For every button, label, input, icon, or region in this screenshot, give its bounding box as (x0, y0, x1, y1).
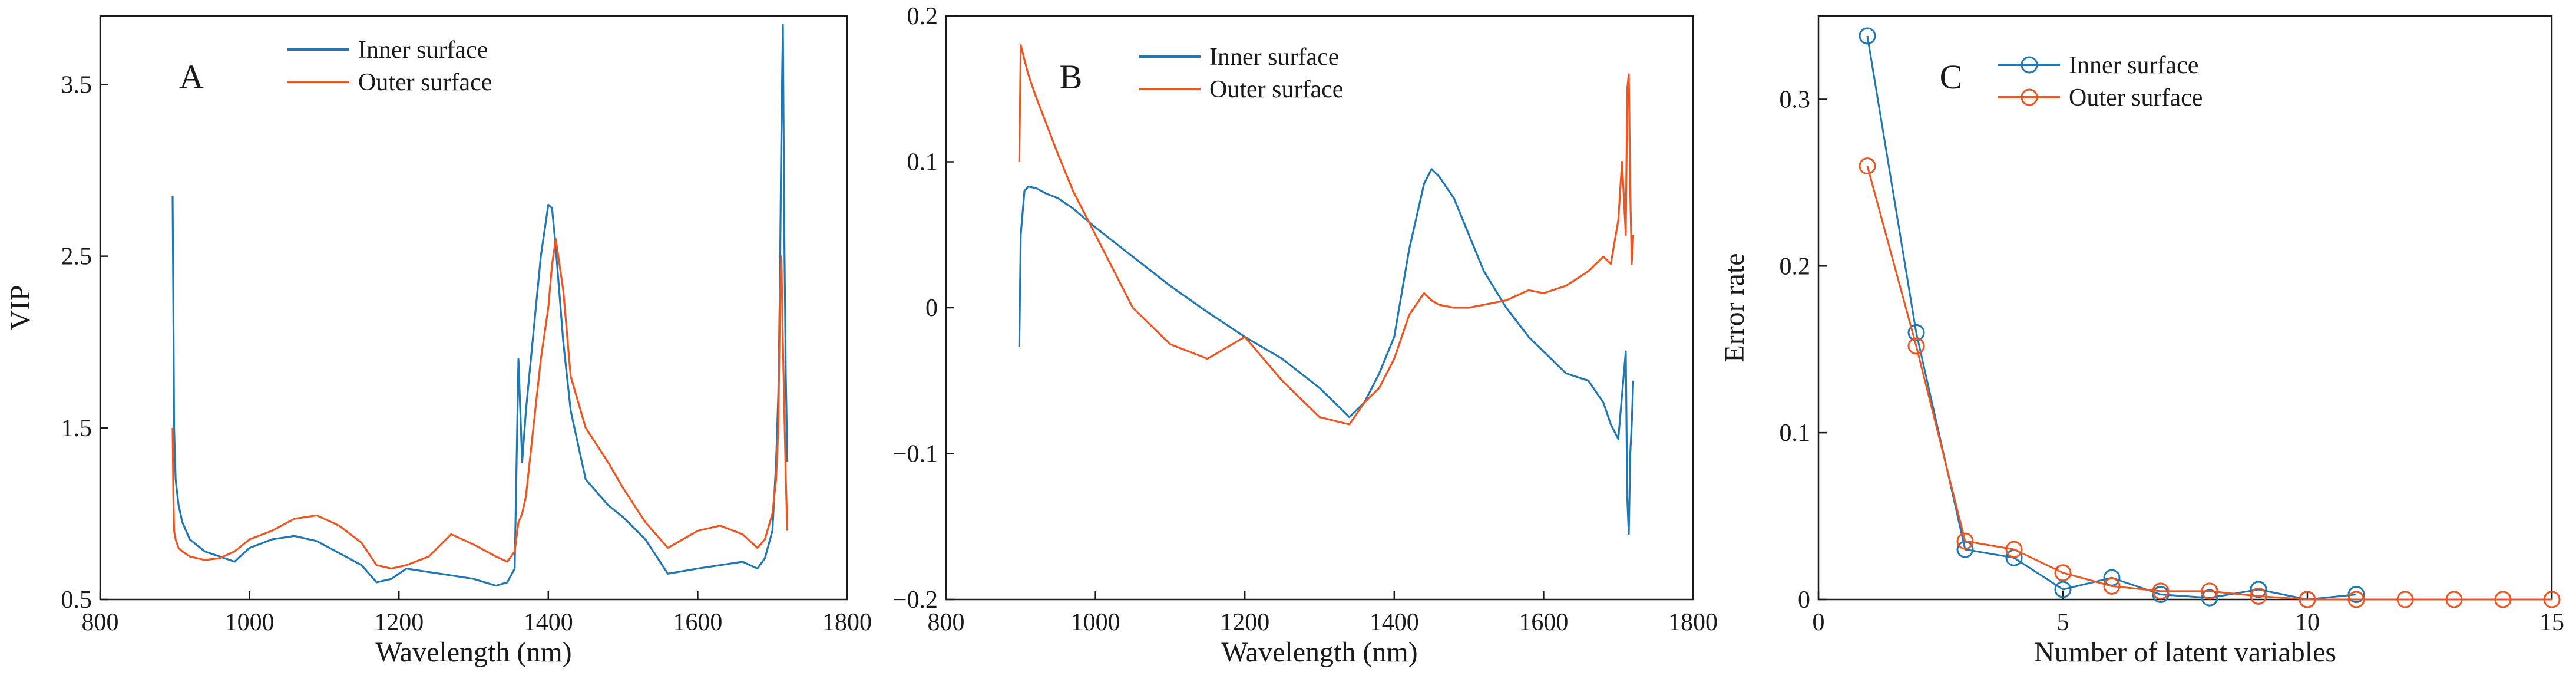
x-tick-label: 1400 (1370, 609, 1419, 636)
y-tick-label: −0.2 (893, 586, 938, 614)
legend-label: Outer surface (2069, 84, 2203, 111)
legend-marker (2021, 56, 2038, 74)
data-point-inner (2201, 589, 2218, 607)
data-point-outer (2299, 591, 2316, 608)
x-axis-label: Wavelength (nm) (375, 637, 571, 668)
x-tick-label: 15 (2539, 609, 2564, 636)
x-tick-label: 1600 (1519, 609, 1568, 636)
y-tick-label: 0.1 (907, 149, 938, 176)
data-point-outer (2250, 587, 2267, 605)
x-tick-label: 800 (82, 609, 119, 636)
y-tick-label: 2.5 (61, 243, 92, 271)
data-point-outer (2494, 591, 2512, 608)
x-tick-label: 1000 (1071, 609, 1120, 636)
x-tick-label: 5 (2057, 609, 2069, 636)
panel-C: 0 5 10 15 0 0.1 0.2 0.3 Number of latent variabl… (1719, 15, 2564, 668)
legend-label: Inner surface (2069, 52, 2198, 79)
legend-label: Inner surface (358, 37, 488, 64)
y-tick-label: −0.1 (893, 441, 938, 468)
y-tick-label: 0 (925, 295, 938, 322)
y-tick-label: 0 (1798, 586, 1810, 614)
data-point-outer (2445, 591, 2463, 608)
panel-letter: C (1940, 58, 1963, 96)
x-tick-label: 1000 (225, 609, 275, 636)
y-tick-label: 0.5 (61, 586, 92, 614)
y-tick-label: 1.5 (61, 415, 92, 442)
data-point-inner (1907, 324, 1925, 341)
series-line-inner (1866, 35, 2357, 601)
x-axis-label: Wavelength (nm) (1221, 637, 1417, 668)
data-point-outer (1907, 337, 1925, 355)
data-point-outer (2543, 591, 2561, 608)
x-tick-label: 1200 (374, 609, 424, 636)
legend-label: Outer surface (1209, 76, 1343, 103)
legend-label: Inner surface (1209, 44, 1339, 71)
x-tick-label: 0 (1813, 609, 1825, 636)
y-tick-label: 0.1 (1780, 420, 1811, 447)
data-point-inner (2250, 581, 2267, 598)
x-tick-label: 1200 (1220, 609, 1269, 636)
y-tick-label: 0.2 (1780, 253, 1811, 280)
legend-label: Outer surface (358, 69, 492, 96)
series-line-outer (1018, 44, 1635, 426)
series-line-outer (1866, 166, 2552, 601)
legend-marker (2021, 88, 2038, 106)
series-line-inner (171, 23, 789, 587)
x-tick-label: 1400 (524, 609, 573, 636)
x-tick-label: 10 (2295, 609, 2320, 636)
x-axis-label: Number of latent variables (2034, 637, 2336, 668)
x-tick-label: 1600 (673, 609, 722, 636)
panel-A: 800 1000 1200 1400 1600 1800 0.5 1.5 2.5 3.5 Wavel… (5, 15, 872, 668)
data-point-outer (2054, 564, 2072, 582)
y-tick-label: 3.5 (61, 71, 92, 98)
data-point-outer (2396, 591, 2414, 608)
data-point-inner (2054, 581, 2072, 598)
data-point-outer (2005, 541, 2023, 558)
series-line-outer (171, 238, 789, 570)
y-axis-label: VIP (5, 285, 36, 330)
panel-letter: A (179, 58, 204, 96)
data-point-outer (2152, 582, 2170, 600)
y-tick-label: 0.2 (907, 3, 938, 30)
data-point-outer (2103, 577, 2121, 595)
data-point-outer (1956, 532, 1974, 550)
panel-B: 800 1000 1200 1400 1600 1800 −0.2 −0.1 0 0.1 0.2 Wa… (893, 3, 1718, 668)
data-point-inner (2347, 586, 2365, 604)
data-point-outer (2201, 582, 2218, 600)
plot-frame (945, 15, 1694, 601)
data-point-outer (1859, 157, 1876, 175)
panel-letter: B (1060, 58, 1083, 96)
x-tick-label: 800 (928, 609, 965, 636)
y-axis-label: Error rate (1719, 253, 1750, 362)
data-point-outer (2347, 591, 2365, 608)
y-tick-label: 0.3 (1780, 86, 1811, 113)
x-tick-label: 1800 (1668, 609, 1718, 636)
plot-frame (99, 15, 848, 601)
data-point-inner (1859, 27, 1876, 45)
plot-frame (1817, 15, 2553, 601)
x-tick-label: 1800 (822, 609, 872, 636)
series-line-inner (1018, 168, 1635, 535)
